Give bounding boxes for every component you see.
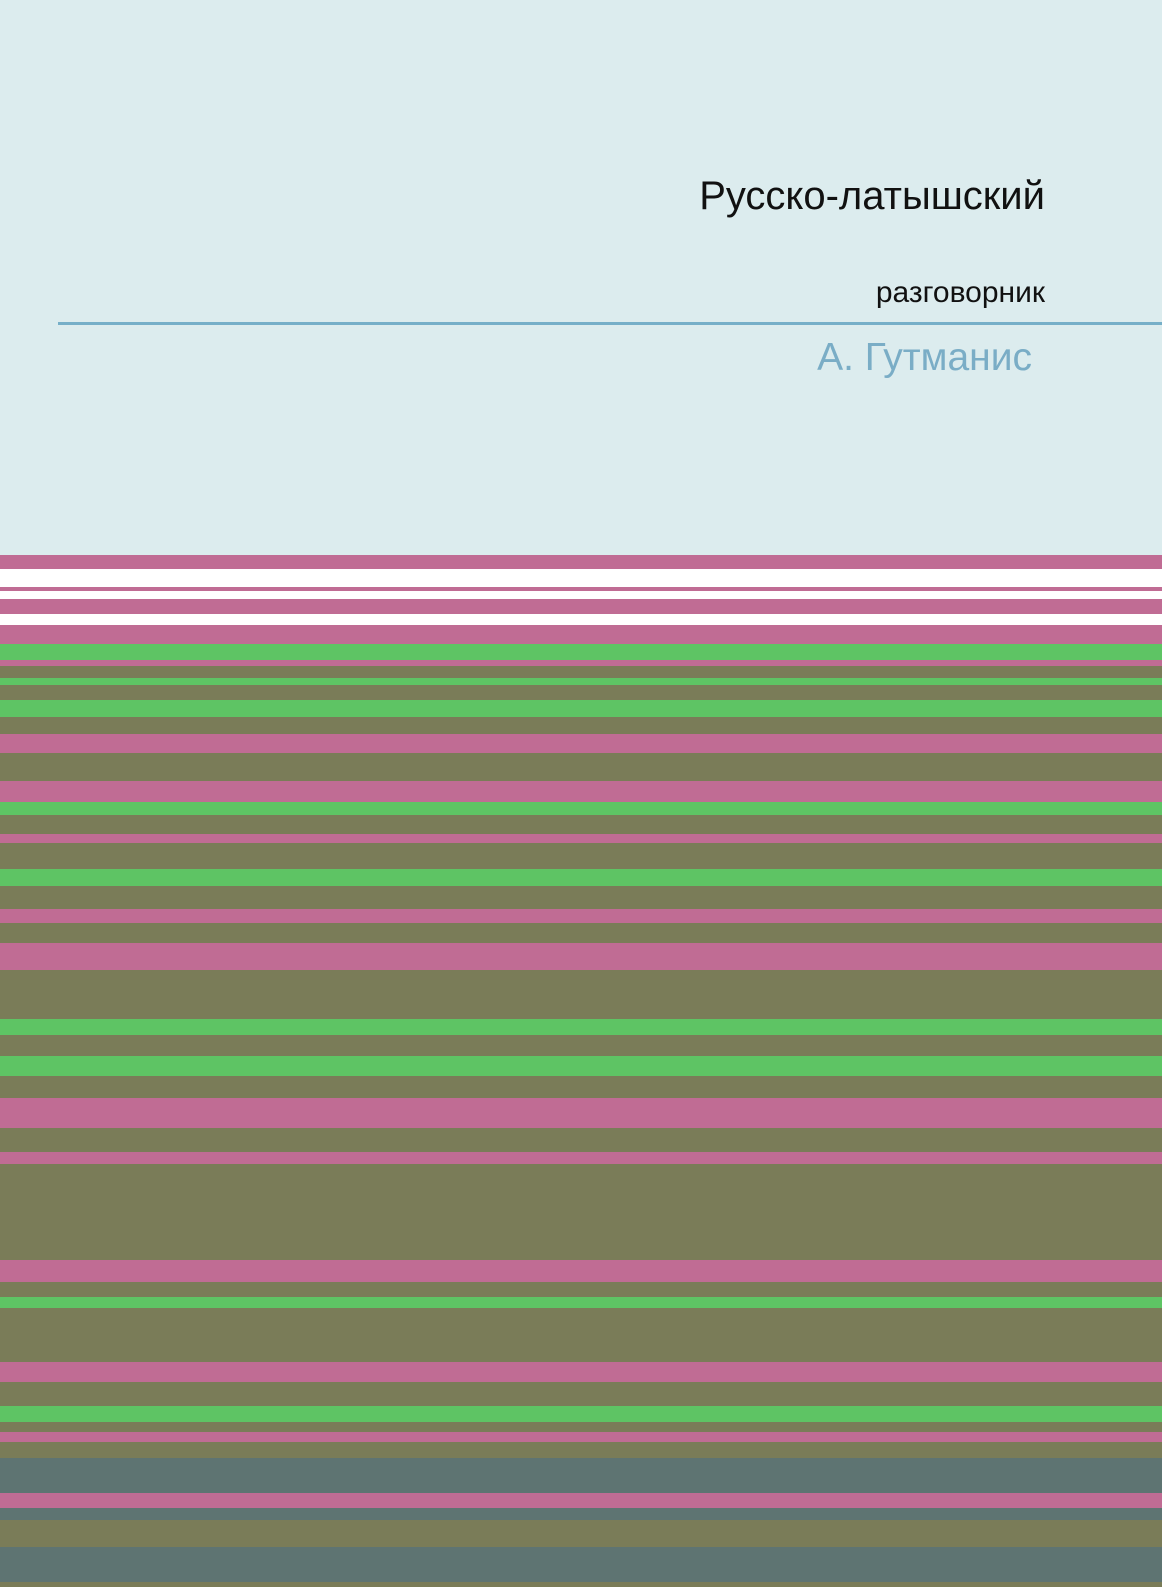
stripe-olive [0,970,1162,1019]
stripe-green [0,1297,1162,1308]
stripe-pink [0,555,1162,569]
stripe-pink [0,1362,1162,1382]
stripe-pink [0,1260,1162,1282]
stripe-olive [0,1282,1162,1297]
stripe-olive [0,815,1162,834]
stripe-olive [0,1520,1162,1547]
stripe-olive [0,666,1162,678]
stripe-green [0,1019,1162,1035]
stripe-green [0,644,1162,660]
book-title: Русско-латышский [699,174,1045,218]
stripe-pink [0,943,1162,970]
stripe-green [0,1056,1162,1076]
stripe-olive [0,886,1162,909]
stripe-green [0,700,1162,717]
book-subtitle: разговорник [875,276,1045,309]
stripe-white [0,569,1162,587]
stripe-slate [0,1508,1162,1520]
stripe-pink [0,781,1162,802]
stripe-white [0,614,1162,625]
stripe-green [0,1406,1162,1422]
stripe-white [0,591,1162,599]
stripe-pink [0,1098,1162,1128]
stripe-pink [0,834,1162,843]
stripe-olive [0,923,1162,943]
stripe-pink [0,587,1162,591]
stripe-pink [0,909,1162,923]
stripe-pink [0,1152,1162,1164]
stripe-slate [0,1547,1162,1582]
stripe-pink [0,734,1162,753]
stripe-pink [0,625,1162,644]
stripe-olive [0,843,1162,869]
divider-line [58,322,1162,325]
stripe-olive [0,1128,1162,1152]
stripe-olive [0,1076,1162,1098]
stripe-olive [0,1442,1162,1458]
stripe-pink [0,1493,1162,1508]
stripe-olive [0,753,1162,781]
stripe-olive [0,1164,1162,1260]
stripe-pink [0,1432,1162,1442]
stripe-slate [0,1458,1162,1493]
stripe-green [0,802,1162,815]
stripe-pink [0,599,1162,614]
book-author: А. Гутманис [817,336,1032,379]
stripe-olive [0,1382,1162,1406]
stripe-olive [0,717,1162,734]
stripe-olive [0,685,1162,700]
stripe-green [0,869,1162,886]
stripe-olive [0,1422,1162,1432]
stripe-olive [0,1035,1162,1056]
stripe-pink [0,660,1162,666]
stripe-green [0,678,1162,685]
stripe-olive [0,1308,1162,1362]
stripe-olive [0,1582,1162,1587]
